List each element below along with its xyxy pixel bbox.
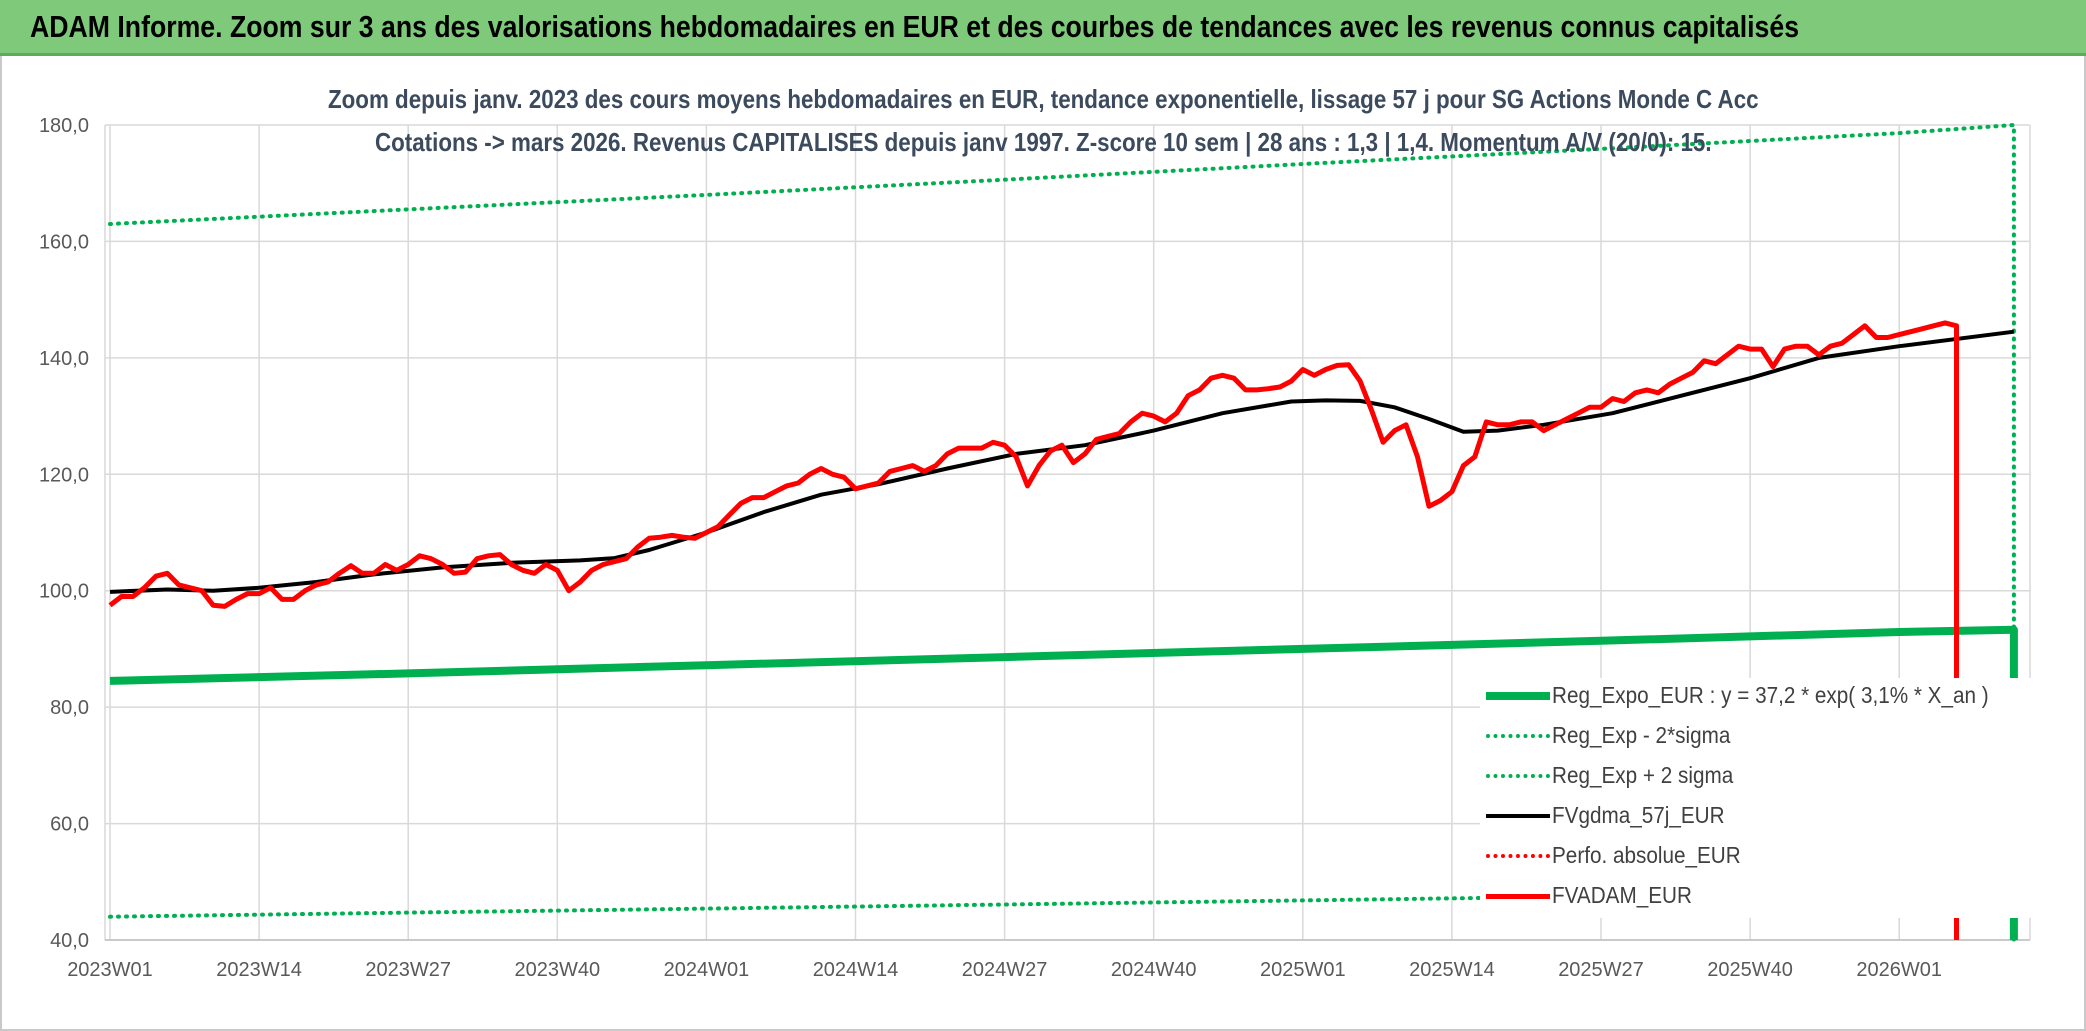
- legend-label: FVADAM_EUR: [1552, 882, 1692, 908]
- chart-title: Zoom depuis janv. 2023 des cours moyens …: [327, 84, 1759, 114]
- legend-swatch: [1486, 692, 1550, 700]
- legend-item: Perfo. absolue_EUR: [1480, 838, 2040, 878]
- chart-legend: Reg_Expo_EUR : y = 37,2 * exp( 3,1% * X_…: [1480, 678, 2040, 918]
- legend-item: FVgdma_57j_EUR: [1480, 798, 2040, 838]
- x-tick-label: 2024W14: [813, 959, 899, 981]
- legend-item: Reg_Exp - 2*sigma: [1480, 718, 2040, 758]
- y-tick-label: 180,0: [39, 115, 89, 137]
- y-tick-label: 120,0: [39, 464, 89, 486]
- legend-swatch: [1486, 893, 1550, 899]
- series-line-2: [108, 123, 2016, 942]
- legend-swatch: [1486, 814, 1550, 818]
- series-line-5: [108, 320, 1959, 940]
- axis-labels: 40,0 60,0 80,0 100,0 120,0 140,0 160,0 180,0 202…: [39, 115, 1942, 981]
- x-tick-label: 2023W14: [216, 959, 302, 981]
- legend-label: Perfo. absolue_EUR: [1552, 842, 1741, 868]
- legend-label: Reg_Exp - 2*sigma: [1552, 722, 1731, 748]
- y-tick-label: 160,0: [39, 231, 89, 253]
- y-tick-label: 40,0: [50, 930, 89, 952]
- legend-swatch: [1486, 734, 1550, 738]
- x-tick-label: 2023W01: [67, 959, 153, 981]
- legend-item: Reg_Exp + 2 sigma: [1480, 758, 2040, 798]
- x-tick-label: 2025W14: [1409, 959, 1495, 981]
- x-tick-label: 2024W01: [664, 959, 750, 981]
- report-banner: ADAM Informe. Zoom sur 3 ans des valoris…: [0, 0, 2086, 56]
- chart-subtitle: Cotations -> mars 2026. Revenus CAPITALI…: [374, 127, 1712, 157]
- y-tick-label: 100,0: [39, 581, 89, 603]
- x-tick-label: 2024W40: [1111, 959, 1197, 981]
- x-tick-label: 2024W27: [962, 959, 1048, 981]
- y-tick-label: 60,0: [50, 814, 89, 836]
- x-tick-label: 2023W27: [365, 959, 451, 981]
- series-line-0: [109, 625, 2018, 940]
- legend-label: Reg_Expo_EUR : y = 37,2 * exp( 3,1% * X_…: [1552, 682, 1989, 708]
- series-line-3: [109, 329, 2015, 594]
- legend-swatch: [1486, 854, 1550, 858]
- y-tick-label: 140,0: [39, 348, 89, 370]
- y-tick-label: 80,0: [50, 697, 89, 719]
- x-tick-label: 2026W01: [1856, 959, 1942, 981]
- legend-label: FVgdma_57j_EUR: [1552, 802, 1725, 828]
- legend-swatch: [1486, 774, 1550, 778]
- legend-item: FVADAM_EUR: [1480, 878, 2040, 918]
- report-title: ADAM Informe. Zoom sur 3 ans des valoris…: [30, 9, 1800, 44]
- legend-label: Reg_Exp + 2 sigma: [1552, 762, 1734, 788]
- x-tick-label: 2025W27: [1558, 959, 1644, 981]
- x-tick-label: 2023W40: [514, 959, 600, 981]
- x-tick-label: 2025W40: [1707, 959, 1793, 981]
- x-tick-label: 2025W01: [1260, 959, 1346, 981]
- legend-item: Reg_Expo_EUR : y = 37,2 * exp( 3,1% * X_…: [1480, 678, 2040, 718]
- series-lines: [108, 123, 2018, 942]
